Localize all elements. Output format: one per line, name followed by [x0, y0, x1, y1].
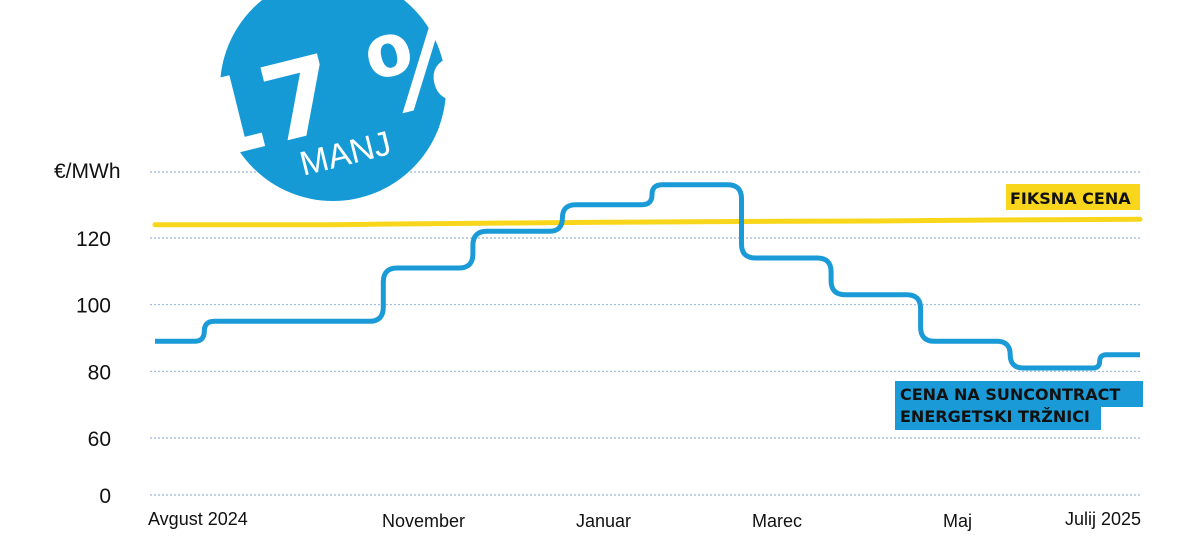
x-tick-label: Januar [576, 511, 631, 531]
market-price-label: CENA NA SUNCONTRACT ENERGETSKI TRŽNICI [895, 381, 1143, 430]
x-tick-label: Maj [943, 511, 972, 531]
fixed-price-label-text: FIKSNA CENA [1010, 189, 1131, 208]
x-tick-label: November [382, 511, 465, 531]
x-axis-ticks: Avgust 2024 November Januar Marec Maj Julij 2… [148, 509, 1141, 531]
fixed-price-line [152, 216, 1143, 228]
y-tick-label: 60 [88, 428, 111, 451]
x-tick-label: Marec [752, 511, 802, 531]
series-lines [152, 182, 1143, 371]
y-tick-label: 120 [76, 228, 111, 251]
y-axis-label: €/MWh [54, 160, 121, 183]
market-price-label-text: CENA NA SUNCONTRACT ENERGETSKI TRŽNICI [900, 385, 1126, 426]
x-tick-label: Julij 2025 [1065, 509, 1141, 529]
y-axis-ticks: 0 60 80 100 120 [76, 228, 111, 508]
market-price-line [155, 182, 1140, 371]
y-tick-label: 100 [76, 295, 111, 318]
y-tick-label: 80 [88, 361, 111, 384]
savings-badge: 17 % MANJ [177, 0, 489, 201]
y-tick-label: 0 [99, 485, 111, 508]
x-tick-label: Avgust 2024 [148, 509, 248, 529]
fixed-price-label: FIKSNA CENA [1006, 184, 1140, 210]
